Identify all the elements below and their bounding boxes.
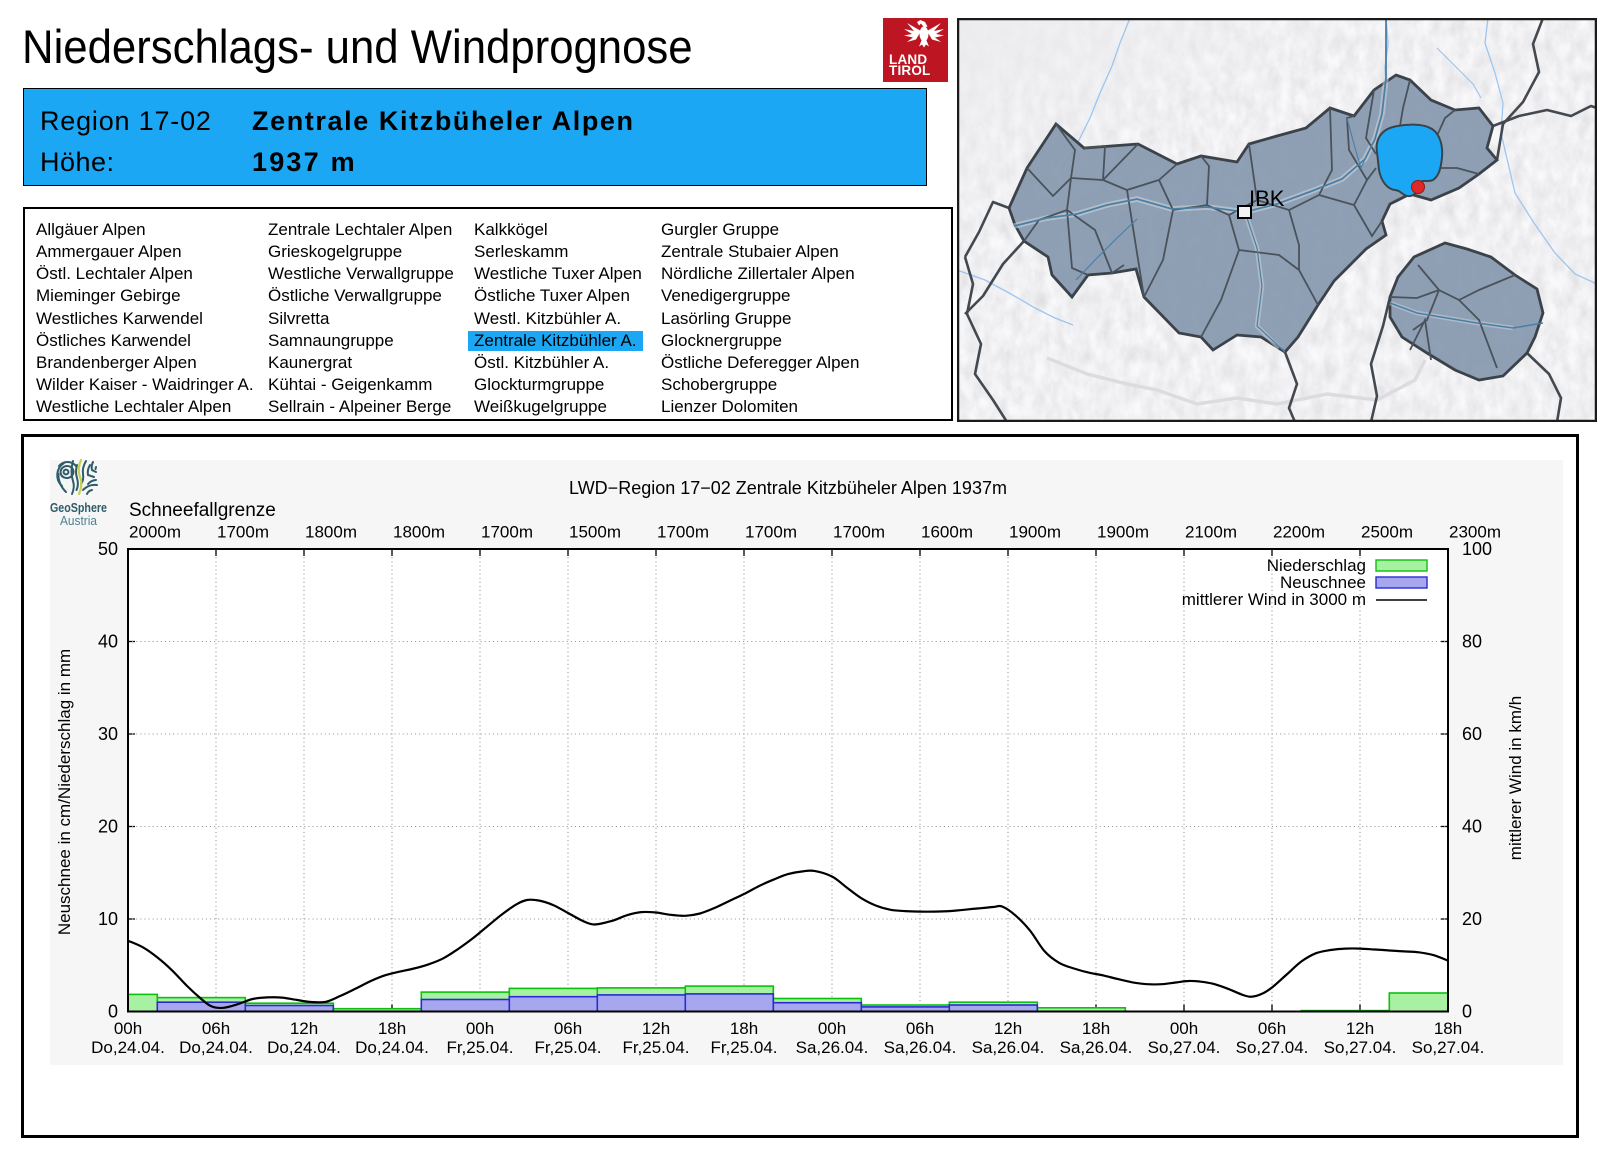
svg-text:So,27.04.: So,27.04. — [1324, 1038, 1397, 1057]
svg-text:mittlerer Wind in 3000 m: mittlerer Wind in 3000 m — [1182, 590, 1366, 609]
svg-text:Neuschnee in cm/Niederschlag i: Neuschnee in cm/Niederschlag in mm — [55, 649, 74, 935]
svg-text:Do,24.04.: Do,24.04. — [91, 1038, 165, 1057]
svg-text:2100m: 2100m — [1185, 523, 1237, 542]
svg-text:1900m: 1900m — [1009, 523, 1061, 542]
svg-text:100: 100 — [1462, 539, 1492, 559]
svg-text:06h: 06h — [1258, 1019, 1286, 1038]
svg-text:Do,24.04.: Do,24.04. — [355, 1038, 429, 1057]
svg-text:1700m: 1700m — [217, 523, 269, 542]
svg-text:1900m: 1900m — [1097, 523, 1149, 542]
svg-text:00h: 00h — [818, 1019, 846, 1038]
svg-text:Do,24.04.: Do,24.04. — [267, 1038, 341, 1057]
svg-text:1700m: 1700m — [657, 523, 709, 542]
svg-text:So,27.04.: So,27.04. — [1148, 1038, 1221, 1057]
svg-text:Sa,26.04.: Sa,26.04. — [1060, 1038, 1133, 1057]
svg-text:1800m: 1800m — [393, 523, 445, 542]
svg-text:1700m: 1700m — [481, 523, 533, 542]
svg-text:1700m: 1700m — [745, 523, 797, 542]
svg-text:GeoSphere: GeoSphere — [50, 500, 107, 515]
svg-text:Fr,25.04.: Fr,25.04. — [710, 1038, 777, 1057]
svg-text:2500m: 2500m — [1361, 523, 1413, 542]
svg-text:00h: 00h — [114, 1019, 142, 1038]
svg-text:30: 30 — [98, 724, 118, 744]
svg-text:20: 20 — [1462, 909, 1482, 929]
svg-text:20: 20 — [98, 817, 118, 837]
svg-text:0: 0 — [108, 1002, 118, 1022]
svg-text:00h: 00h — [1170, 1019, 1198, 1038]
svg-text:18h: 18h — [1434, 1019, 1462, 1038]
svg-text:18h: 18h — [378, 1019, 406, 1038]
svg-text:06h: 06h — [554, 1019, 582, 1038]
svg-text:18h: 18h — [730, 1019, 758, 1038]
svg-text:80: 80 — [1462, 632, 1482, 652]
svg-text:Sa,26.04.: Sa,26.04. — [884, 1038, 957, 1057]
svg-text:So,27.04.: So,27.04. — [1412, 1038, 1485, 1057]
svg-text:Sa,26.04.: Sa,26.04. — [796, 1038, 869, 1057]
svg-text:So,27.04.: So,27.04. — [1236, 1038, 1309, 1057]
svg-text:2000m: 2000m — [129, 523, 181, 542]
svg-text:60: 60 — [1462, 724, 1482, 744]
svg-text:12h: 12h — [642, 1019, 670, 1038]
svg-text:Do,24.04.: Do,24.04. — [179, 1038, 253, 1057]
svg-text:2300m: 2300m — [1449, 523, 1501, 542]
svg-text:Neuschnee: Neuschnee — [1280, 573, 1366, 592]
svg-text:50: 50 — [98, 539, 118, 559]
svg-text:12h: 12h — [290, 1019, 318, 1038]
svg-text:06h: 06h — [906, 1019, 934, 1038]
svg-text:LAND: LAND — [889, 52, 927, 67]
svg-text:TIROL: TIROL — [889, 63, 931, 78]
svg-text:LWD−Region 17−02 Zentrale Kitz: LWD−Region 17−02 Zentrale Kitzbüheler Al… — [569, 478, 1007, 498]
svg-text:1500m: 1500m — [569, 523, 621, 542]
svg-text:Austria: Austria — [60, 514, 97, 528]
svg-text:Sa,26.04.: Sa,26.04. — [972, 1038, 1045, 1057]
svg-text:1700m: 1700m — [833, 523, 885, 542]
svg-text:1800m: 1800m — [305, 523, 357, 542]
svg-text:06h: 06h — [202, 1019, 230, 1038]
svg-text:40: 40 — [98, 632, 118, 652]
svg-text:mittlerer Wind in km/h: mittlerer Wind in km/h — [1506, 696, 1525, 860]
svg-text:10: 10 — [98, 909, 118, 929]
svg-text:12h: 12h — [1346, 1019, 1374, 1038]
svg-text:1600m: 1600m — [921, 523, 973, 542]
svg-text:2200m: 2200m — [1273, 523, 1325, 542]
svg-text:12h: 12h — [994, 1019, 1022, 1038]
svg-text:Fr,25.04.: Fr,25.04. — [446, 1038, 513, 1057]
svg-text:Fr,25.04.: Fr,25.04. — [534, 1038, 601, 1057]
svg-text:00h: 00h — [466, 1019, 494, 1038]
svg-text:40: 40 — [1462, 817, 1482, 837]
svg-text:Schneefallgrenze: Schneefallgrenze — [129, 500, 276, 521]
svg-text:Niederschlag: Niederschlag — [1267, 556, 1366, 575]
svg-text:Fr,25.04.: Fr,25.04. — [622, 1038, 689, 1057]
svg-text:18h: 18h — [1082, 1019, 1110, 1038]
svg-text:0: 0 — [1462, 1002, 1472, 1022]
svg-text:IBK: IBK — [1249, 186, 1285, 211]
